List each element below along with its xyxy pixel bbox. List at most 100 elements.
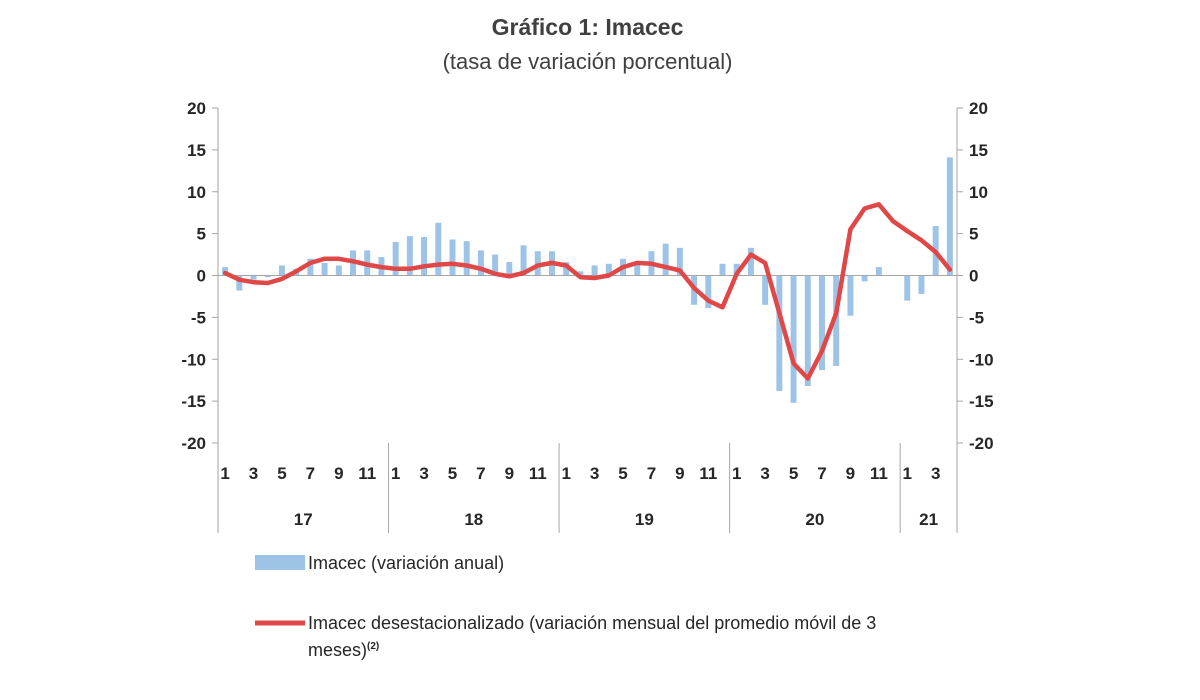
x-month-label: 5 <box>618 464 627 483</box>
bar <box>676 247 683 276</box>
bar <box>335 265 342 276</box>
y-tick-label-left: -15 <box>181 392 206 411</box>
bar <box>577 271 584 276</box>
bar <box>918 275 925 294</box>
bar <box>449 239 456 276</box>
bar <box>307 258 314 276</box>
x-year-label: 18 <box>464 510 483 529</box>
x-month-label: 5 <box>789 464 798 483</box>
x-month-label: 3 <box>249 464 258 483</box>
bar <box>719 263 726 276</box>
x-month-label: 1 <box>561 464 570 483</box>
bar <box>875 267 882 276</box>
x-month-label: 3 <box>590 464 599 483</box>
bar <box>762 275 769 305</box>
x-month-label: 7 <box>306 464 315 483</box>
bar <box>904 275 911 301</box>
x-year-label: 17 <box>294 510 313 529</box>
bar <box>278 265 285 276</box>
y-tick-label-left: 5 <box>197 225 206 244</box>
x-month-label: 9 <box>505 464 514 483</box>
x-month-label: 9 <box>675 464 684 483</box>
bar <box>563 262 570 276</box>
footnote-mark: (2) <box>367 641 380 652</box>
bar <box>946 157 953 276</box>
bar <box>463 241 470 276</box>
x-month-label: 3 <box>931 464 940 483</box>
y-tick-label-right: -10 <box>969 350 994 369</box>
bar <box>520 245 527 276</box>
y-tick-label-right: 20 <box>969 99 988 118</box>
line-path <box>222 202 953 381</box>
x-month-label: 5 <box>277 464 286 483</box>
x-month-label: 7 <box>647 464 656 483</box>
x-month-label: 5 <box>448 464 457 483</box>
bar <box>819 275 825 371</box>
x-month-label: 1 <box>732 464 741 483</box>
line-series <box>222 202 953 381</box>
x-month-label: 9 <box>846 464 855 483</box>
bar <box>861 275 868 282</box>
x-month-label: 1 <box>903 464 912 483</box>
x-month-label: 11 <box>358 464 376 483</box>
y-tick-label-left: -10 <box>181 350 206 369</box>
legend-bar-label: Imacec (variación anual) <box>308 553 505 573</box>
bar <box>406 236 413 276</box>
bar <box>264 275 271 278</box>
y-tick-label-right: 5 <box>969 225 978 244</box>
x-month-label: 1 <box>220 464 229 483</box>
x-month-label: 1 <box>391 464 400 483</box>
bar <box>634 263 641 276</box>
y-tick-label-right: -20 <box>969 434 994 453</box>
bar <box>250 275 257 280</box>
bar <box>833 275 840 366</box>
y-tick-label-left: 15 <box>187 141 206 160</box>
chart-title: Gráfico 1: Imacec <box>491 14 684 40</box>
y-tick-label-left: 20 <box>187 99 206 118</box>
x-month-label: 3 <box>419 464 428 483</box>
bar <box>321 262 328 276</box>
legend-line-label: Imacec desestacionalizado (variación men… <box>308 613 877 660</box>
x-year-label: 20 <box>805 510 824 529</box>
y-tick-label-right: 0 <box>969 267 978 286</box>
bar <box>506 262 513 276</box>
bar <box>705 275 712 309</box>
x-year-label: 19 <box>635 510 654 529</box>
bar <box>776 275 783 392</box>
y-tick-label-left: -5 <box>191 308 206 327</box>
x-month-label: 11 <box>529 464 547 483</box>
x-month-label: 7 <box>817 464 826 483</box>
y-tick-label-right: 15 <box>969 141 988 160</box>
bar <box>236 275 243 291</box>
bar <box>421 236 428 276</box>
legend-swatches <box>255 555 305 626</box>
chart-subtitle: (tasa de variación porcentual) <box>442 49 733 74</box>
bar <box>804 275 811 387</box>
y-tick-label-left: 10 <box>187 183 206 202</box>
x-month-label: 11 <box>699 464 717 483</box>
bar <box>790 275 797 403</box>
bar <box>847 275 854 316</box>
x-month-label: 11 <box>870 464 888 483</box>
y-tick-label-right: -15 <box>969 392 994 411</box>
bar <box>747 247 754 276</box>
y-tick-label-left: -20 <box>181 434 206 453</box>
x-month-label: 7 <box>476 464 485 483</box>
legend-bar-swatch <box>255 555 305 570</box>
y-tick-label-right: -5 <box>969 308 984 327</box>
bar <box>733 263 740 276</box>
bar <box>605 263 612 276</box>
x-year-label: 21 <box>919 510 938 529</box>
bar <box>435 222 442 276</box>
x-month-label: 9 <box>334 464 343 483</box>
y-tick-label-right: 10 <box>969 183 988 202</box>
x-month-label: 3 <box>760 464 769 483</box>
bar <box>492 254 499 276</box>
bar <box>392 242 399 276</box>
y-tick-label-left: 0 <box>197 267 206 286</box>
bar <box>477 250 484 276</box>
bar <box>662 243 669 276</box>
bar <box>591 265 598 276</box>
